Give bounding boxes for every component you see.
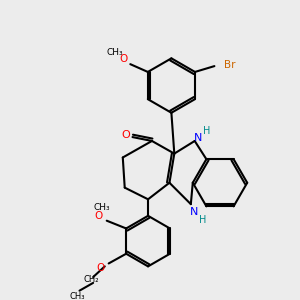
Text: CH₃: CH₃ [106,48,123,57]
Text: O: O [119,54,128,64]
Text: N: N [190,207,198,217]
Text: H: H [199,215,206,225]
Text: Br: Br [224,60,236,70]
Text: N: N [194,133,202,143]
Text: H: H [203,126,210,136]
Text: CH₂: CH₂ [83,275,99,284]
Text: CH₃: CH₃ [70,292,85,300]
Text: O: O [121,130,130,140]
Text: O: O [97,263,105,273]
Text: O: O [95,211,103,221]
Text: CH₃: CH₃ [94,202,110,211]
